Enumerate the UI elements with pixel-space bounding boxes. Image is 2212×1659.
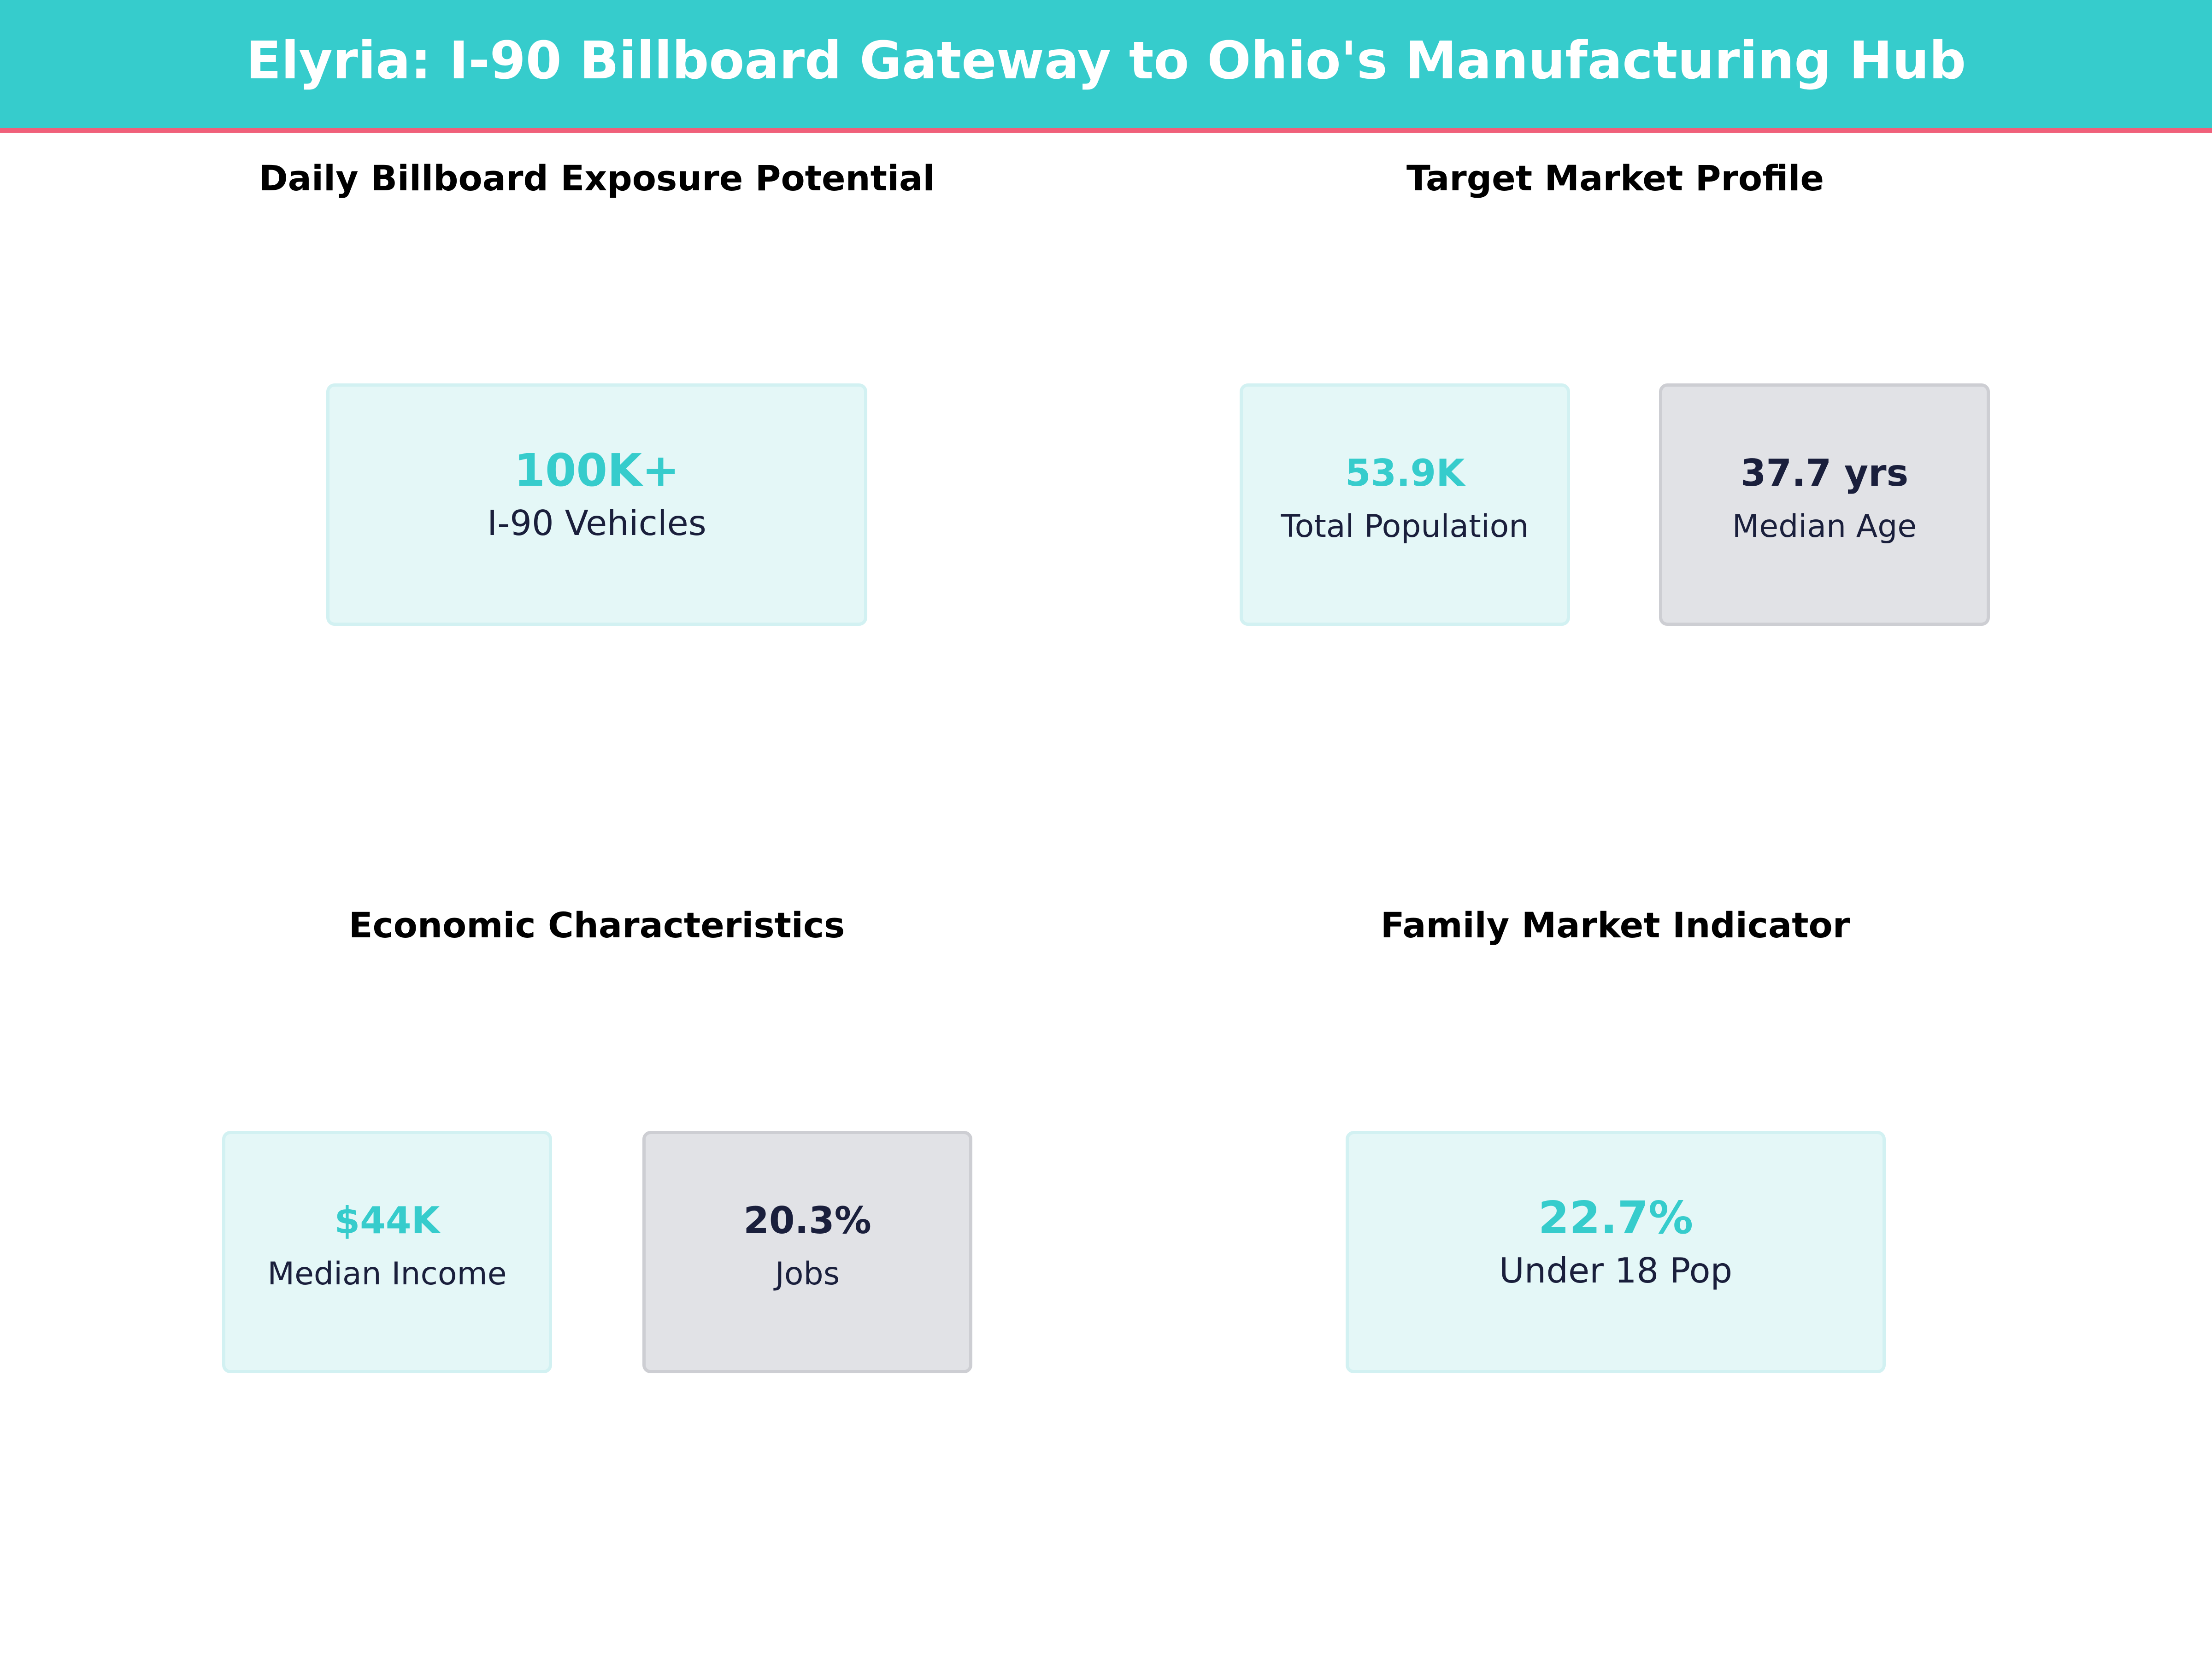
kpi-value: $44K [334,1199,440,1242]
kpi-label: Jobs [775,1256,840,1292]
kpi-label: Total Population [1281,508,1529,545]
panel-title-exposure: Daily Billboard Exposure Potential [259,158,935,199]
kpi-label: Median Age [1732,508,1917,545]
header-accent-line [0,128,2212,133]
kpi-card-median-income: $44K Median Income [222,1131,552,1373]
kpi-card-i90-vehicles: 100K+ I-90 Vehicles [326,383,867,626]
panel-title-economic: Economic Characteristics [348,905,845,946]
panel-title-family-market: Family Market Indicator [1380,905,1850,946]
kpi-card-jobs: 20.3% Jobs [642,1131,972,1373]
kpi-card-median-age: 37.7 yrs Median Age [1659,383,1990,626]
kpi-card-total-population: 53.9K Total Population [1240,383,1570,626]
header-banner [0,0,2212,128]
kpi-value: 20.3% [743,1199,871,1242]
kpi-value: 100K+ [514,444,680,496]
kpi-value: 22.7% [1538,1192,1694,1244]
kpi-card-under-18: 22.7% Under 18 Pop [1346,1131,1886,1373]
kpi-value: 37.7 yrs [1740,452,1909,494]
kpi-value: 53.9K [1345,452,1465,494]
page-title: Elyria: I-90 Billboard Gateway to Ohio's… [246,31,1966,91]
kpi-label: Median Income [267,1256,507,1292]
panel-title-target-market: Target Market Profile [1406,158,1824,199]
kpi-label: Under 18 Pop [1499,1250,1733,1291]
kpi-label: I-90 Vehicles [487,503,706,543]
